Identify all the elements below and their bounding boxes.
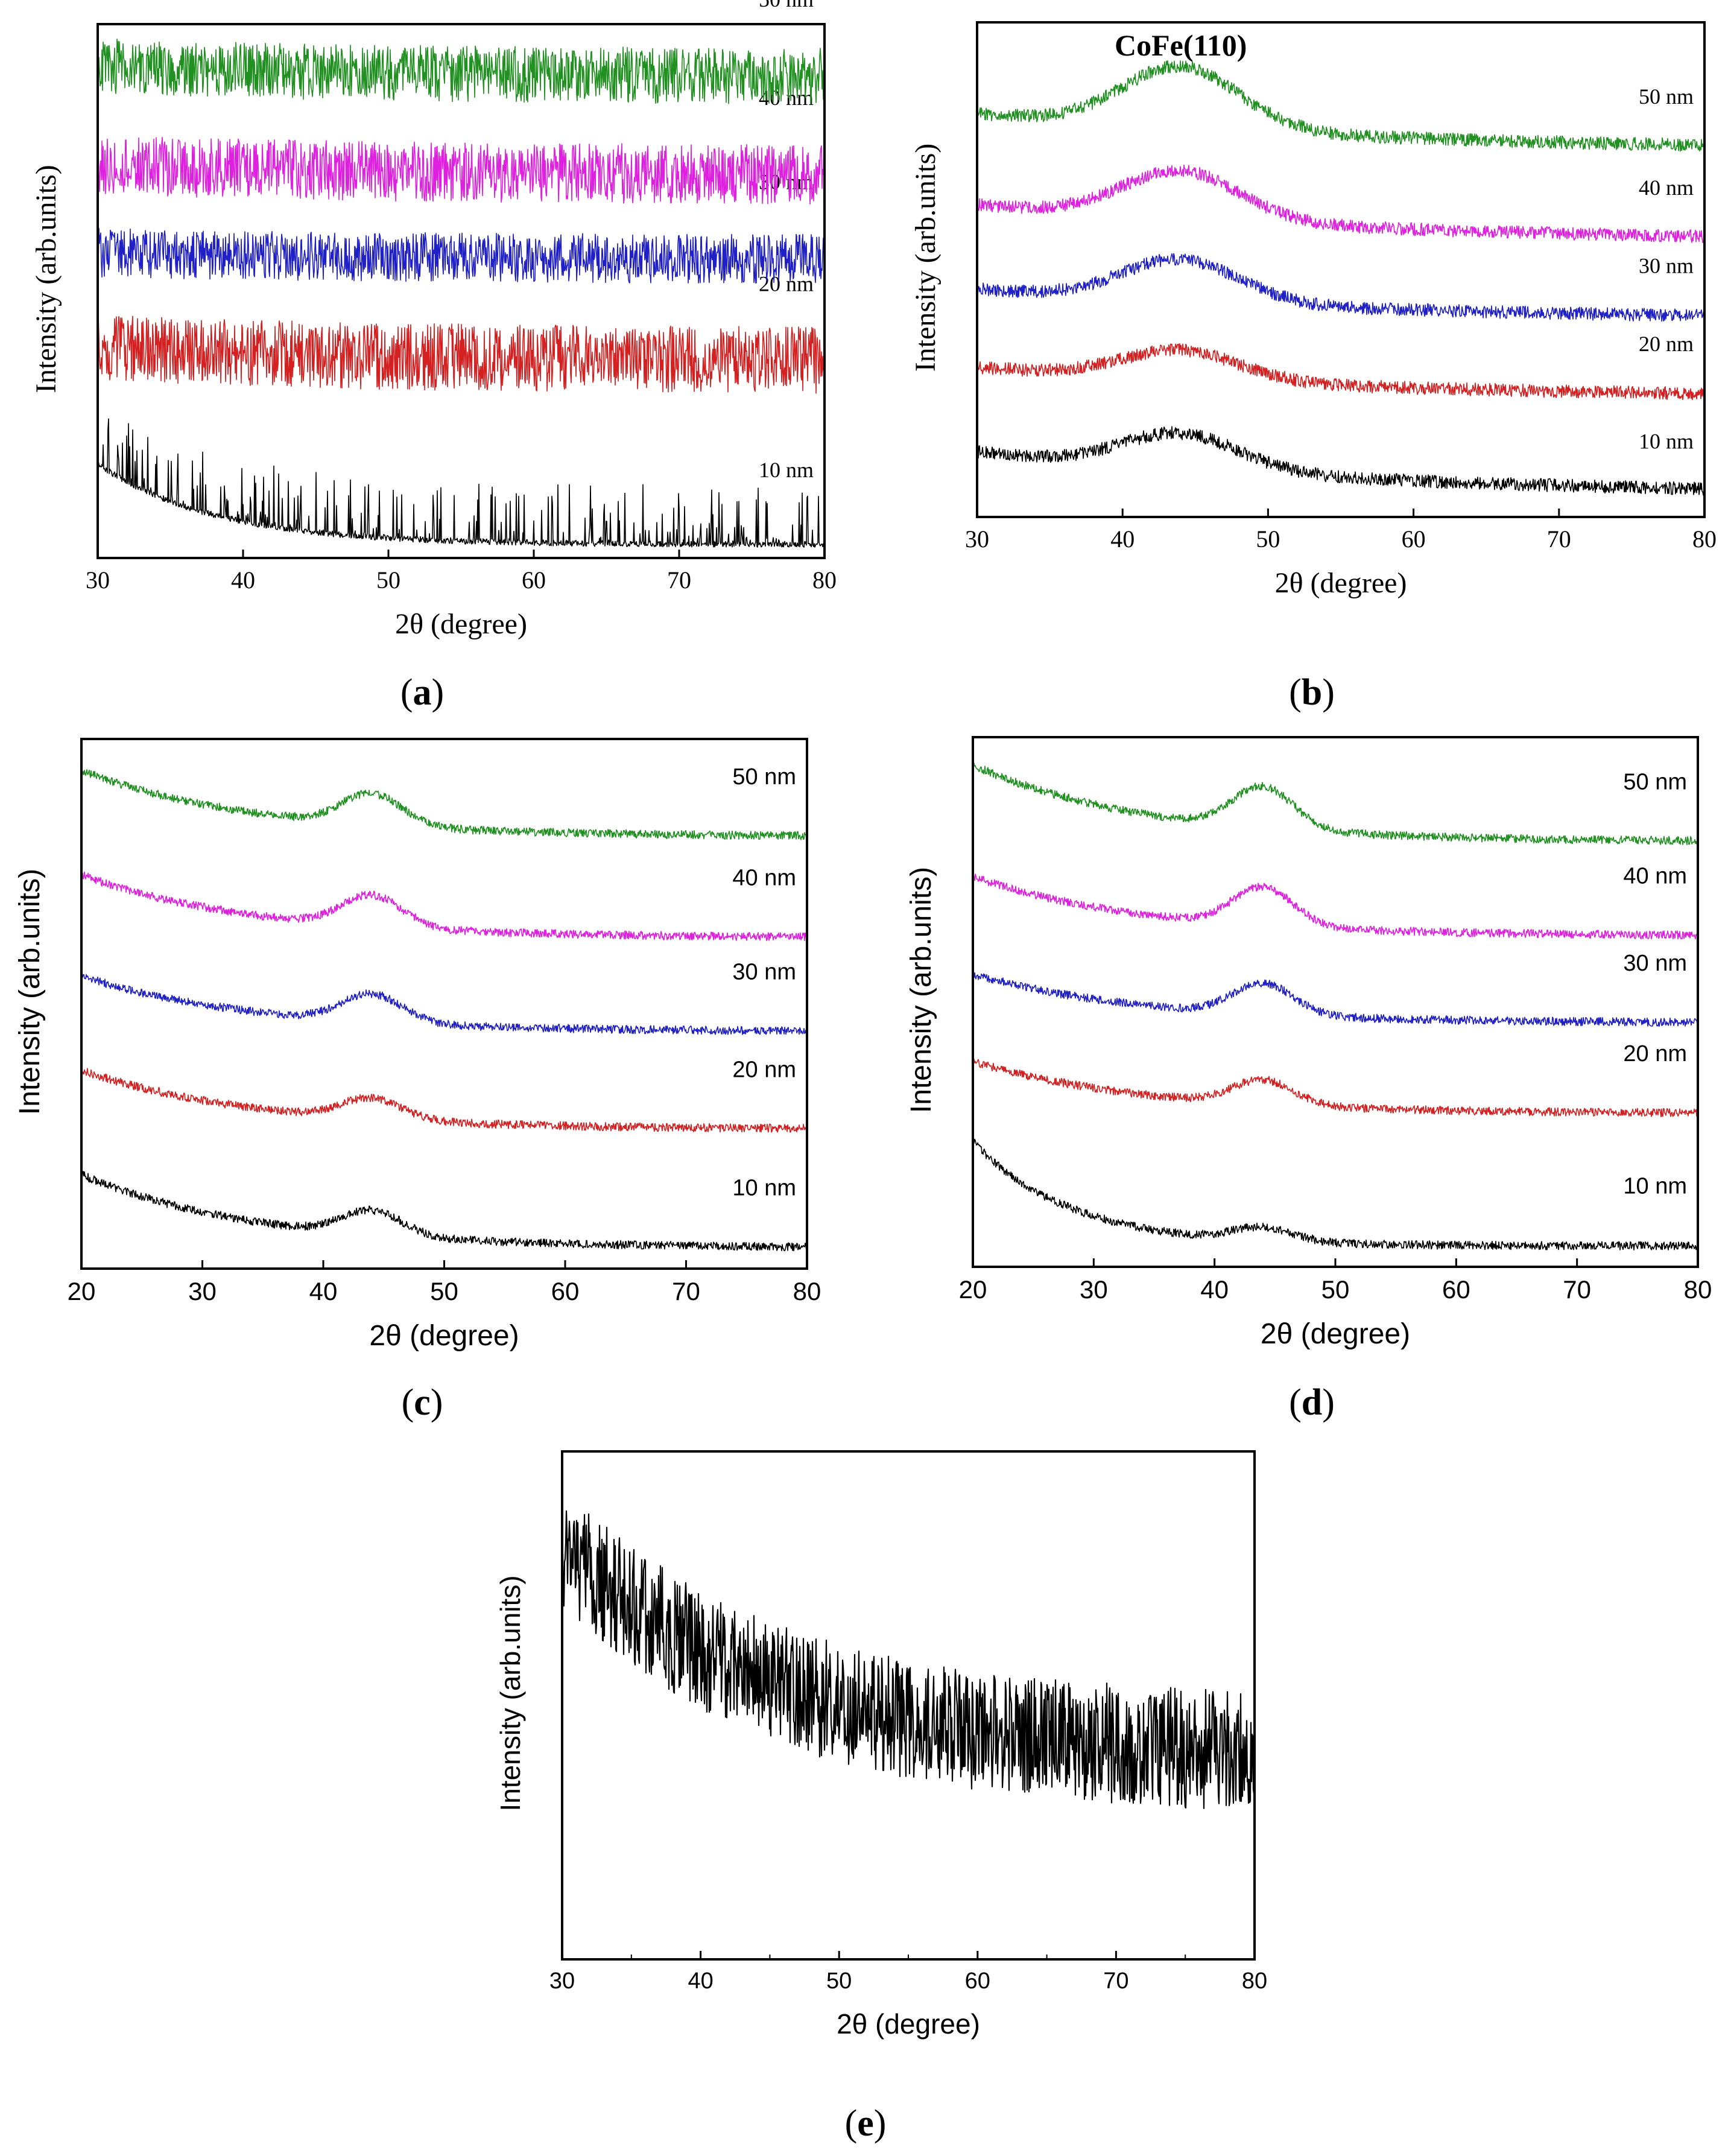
y-axis-label-c: Intensity (arb.units) — [14, 869, 46, 1115]
x-tick-label-c-40: 40 — [309, 1277, 338, 1305]
series-line-d-30nm — [972, 971, 1698, 1027]
x-tick-label-b-80: 80 — [1692, 525, 1717, 553]
x-tick-label-a-80: 80 — [812, 566, 837, 594]
x-tick-label-c-70: 70 — [672, 1277, 700, 1305]
x-axis-label-e: 2θ (degree) — [837, 2008, 980, 2040]
x-tick-label-e-70: 70 — [1103, 1968, 1128, 1994]
plot-frame-a — [97, 23, 826, 559]
x-tick-label-e-40: 40 — [688, 1968, 713, 1994]
plot-frame-d — [972, 736, 1699, 1268]
series-label-b-50nm: 50 nm — [1639, 84, 1694, 109]
series-label-a-20nm: 20 nm — [759, 272, 814, 296]
panel-caption-a: (a) — [400, 672, 444, 713]
x-tick-label-e-80: 80 — [1242, 1968, 1267, 1994]
panel-caption-b: (b) — [1289, 672, 1335, 713]
series-line-c-20nm — [81, 1068, 808, 1133]
series-label-a-10nm: 10 nm — [759, 458, 814, 482]
x-tick-label-d-40: 40 — [1200, 1275, 1229, 1304]
x-tick-label-e-30: 30 — [549, 1968, 575, 1994]
series-label-c-50nm: 50 nm — [732, 764, 796, 790]
series-label-a-40nm: 40 nm — [759, 86, 814, 110]
series-line-b-30nm — [976, 253, 1705, 322]
x-tick-label-a-40: 40 — [231, 566, 255, 594]
panel-caption-e: (e) — [845, 2103, 887, 2144]
x-tick-label-b-50: 50 — [1256, 525, 1280, 553]
x-tick-label-d-60: 60 — [1442, 1275, 1470, 1304]
chart-panel-e: 30 40 50 60 70 80 2θ (degree) Intensity (arb.un… — [495, 1450, 1267, 2144]
series-line-d-20nm — [972, 1058, 1698, 1118]
x-axis-label-d: 2θ (degree) — [1261, 1318, 1410, 1350]
x-tick-label-a-30: 30 — [86, 566, 110, 594]
series-label-b-20nm: 20 nm — [1639, 332, 1694, 356]
x-tick-label-d-80: 80 — [1684, 1275, 1712, 1304]
x-axis-label-a: 2θ (degree) — [395, 608, 527, 640]
series-line-b-10nm — [976, 426, 1705, 496]
series-line-d-50nm — [972, 762, 1698, 845]
x-tick-label-b-30: 30 — [965, 525, 989, 553]
x-tick-label-b-40: 40 — [1110, 525, 1135, 553]
series-label-c-30nm: 30 nm — [732, 960, 796, 985]
series-line-a-30nm — [97, 227, 825, 284]
chart-panel-c: 10 nm 20 nm 30 nm 40 nm 50 nm 20 30 40 50 60 70 80 2… — [14, 738, 821, 1423]
x-tick-label-b-70: 70 — [1547, 525, 1571, 553]
series-line-e-pattern — [561, 1510, 1256, 1809]
series-line-d-40nm — [972, 873, 1698, 940]
y-axis-label-d: Intensity (arb.units) — [905, 867, 937, 1113]
chart-panel-b: 10 nm 20 nm 30 nm 40 nm 50 nm 30 40 50 60 70 80 2θ … — [910, 21, 1717, 713]
series-label-c-40nm: 40 nm — [732, 866, 796, 891]
y-axis-label-a: Intensity (arb.units) — [30, 165, 62, 393]
series-line-a-50nm — [97, 38, 825, 105]
peak-annotation-b: CoFe(110) — [1115, 28, 1247, 62]
panel-caption-c: (c) — [402, 1382, 443, 1423]
x-tick-label-c-60: 60 — [551, 1277, 580, 1305]
series-line-c-10nm — [81, 1170, 808, 1252]
y-axis-label-b: Intensity (arb.units) — [910, 144, 942, 372]
series-line-c-40nm — [81, 871, 808, 942]
x-tick-label-e-60: 60 — [965, 1968, 990, 1994]
x-axis-label-c: 2θ (degree) — [369, 1320, 519, 1352]
x-tick-label-c-80: 80 — [793, 1277, 821, 1305]
x-tick-label-b-60: 60 — [1402, 525, 1426, 553]
x-tick-label-a-60: 60 — [522, 566, 546, 594]
x-tick-label-c-20: 20 — [68, 1277, 96, 1305]
series-line-a-20nm — [97, 315, 825, 394]
series-line-b-50nm — [976, 60, 1705, 152]
series-label-a-50nm: 50 nm — [759, 0, 814, 11]
x-tick-label-c-50: 50 — [430, 1277, 458, 1305]
series-label-b-10nm: 10 nm — [1639, 430, 1694, 454]
plot-frame-b — [976, 21, 1706, 518]
x-axis-label-b: 2θ (degree) — [1275, 567, 1407, 599]
series-label-d-10nm: 10 nm — [1623, 1174, 1687, 1199]
series-label-d-30nm: 30 nm — [1623, 951, 1687, 976]
series-label-c-20nm: 20 nm — [732, 1057, 796, 1082]
series-line-b-40nm — [976, 164, 1705, 244]
x-tick-label-d-20: 20 — [959, 1275, 987, 1304]
series-label-d-40nm: 40 nm — [1623, 864, 1687, 889]
x-tick-label-d-50: 50 — [1321, 1275, 1350, 1304]
series-label-c-10nm: 10 nm — [732, 1176, 796, 1201]
series-label-d-50nm: 50 nm — [1623, 770, 1687, 795]
chart-panel-d: 10 nm 20 nm 30 nm 40 nm 50 nm 20 30 40 50 60 70 80 2… — [905, 736, 1712, 1423]
x-tick-label-c-30: 30 — [188, 1277, 217, 1305]
series-label-b-40nm: 40 nm — [1639, 176, 1694, 200]
series-label-b-30nm: 30 nm — [1639, 253, 1694, 277]
series-line-b-20nm — [976, 343, 1705, 401]
x-tick-label-a-50: 50 — [376, 566, 400, 594]
y-axis-label-e: Intensity (arb.units) — [495, 1575, 526, 1811]
series-line-d-10nm — [972, 1138, 1698, 1251]
x-tick-label-d-70: 70 — [1563, 1275, 1591, 1304]
series-label-d-20nm: 20 nm — [1623, 1041, 1687, 1067]
x-tick-label-d-30: 30 — [1080, 1275, 1108, 1304]
series-line-a-40nm — [97, 136, 825, 205]
x-tick-label-e-50: 50 — [826, 1968, 852, 1994]
x-tick-label-a-70: 70 — [667, 566, 691, 594]
series-line-c-30nm — [81, 974, 808, 1035]
series-line-c-50nm — [81, 769, 808, 840]
series-line-a-10nm — [97, 418, 825, 548]
panel-caption-d: (d) — [1289, 1382, 1335, 1423]
